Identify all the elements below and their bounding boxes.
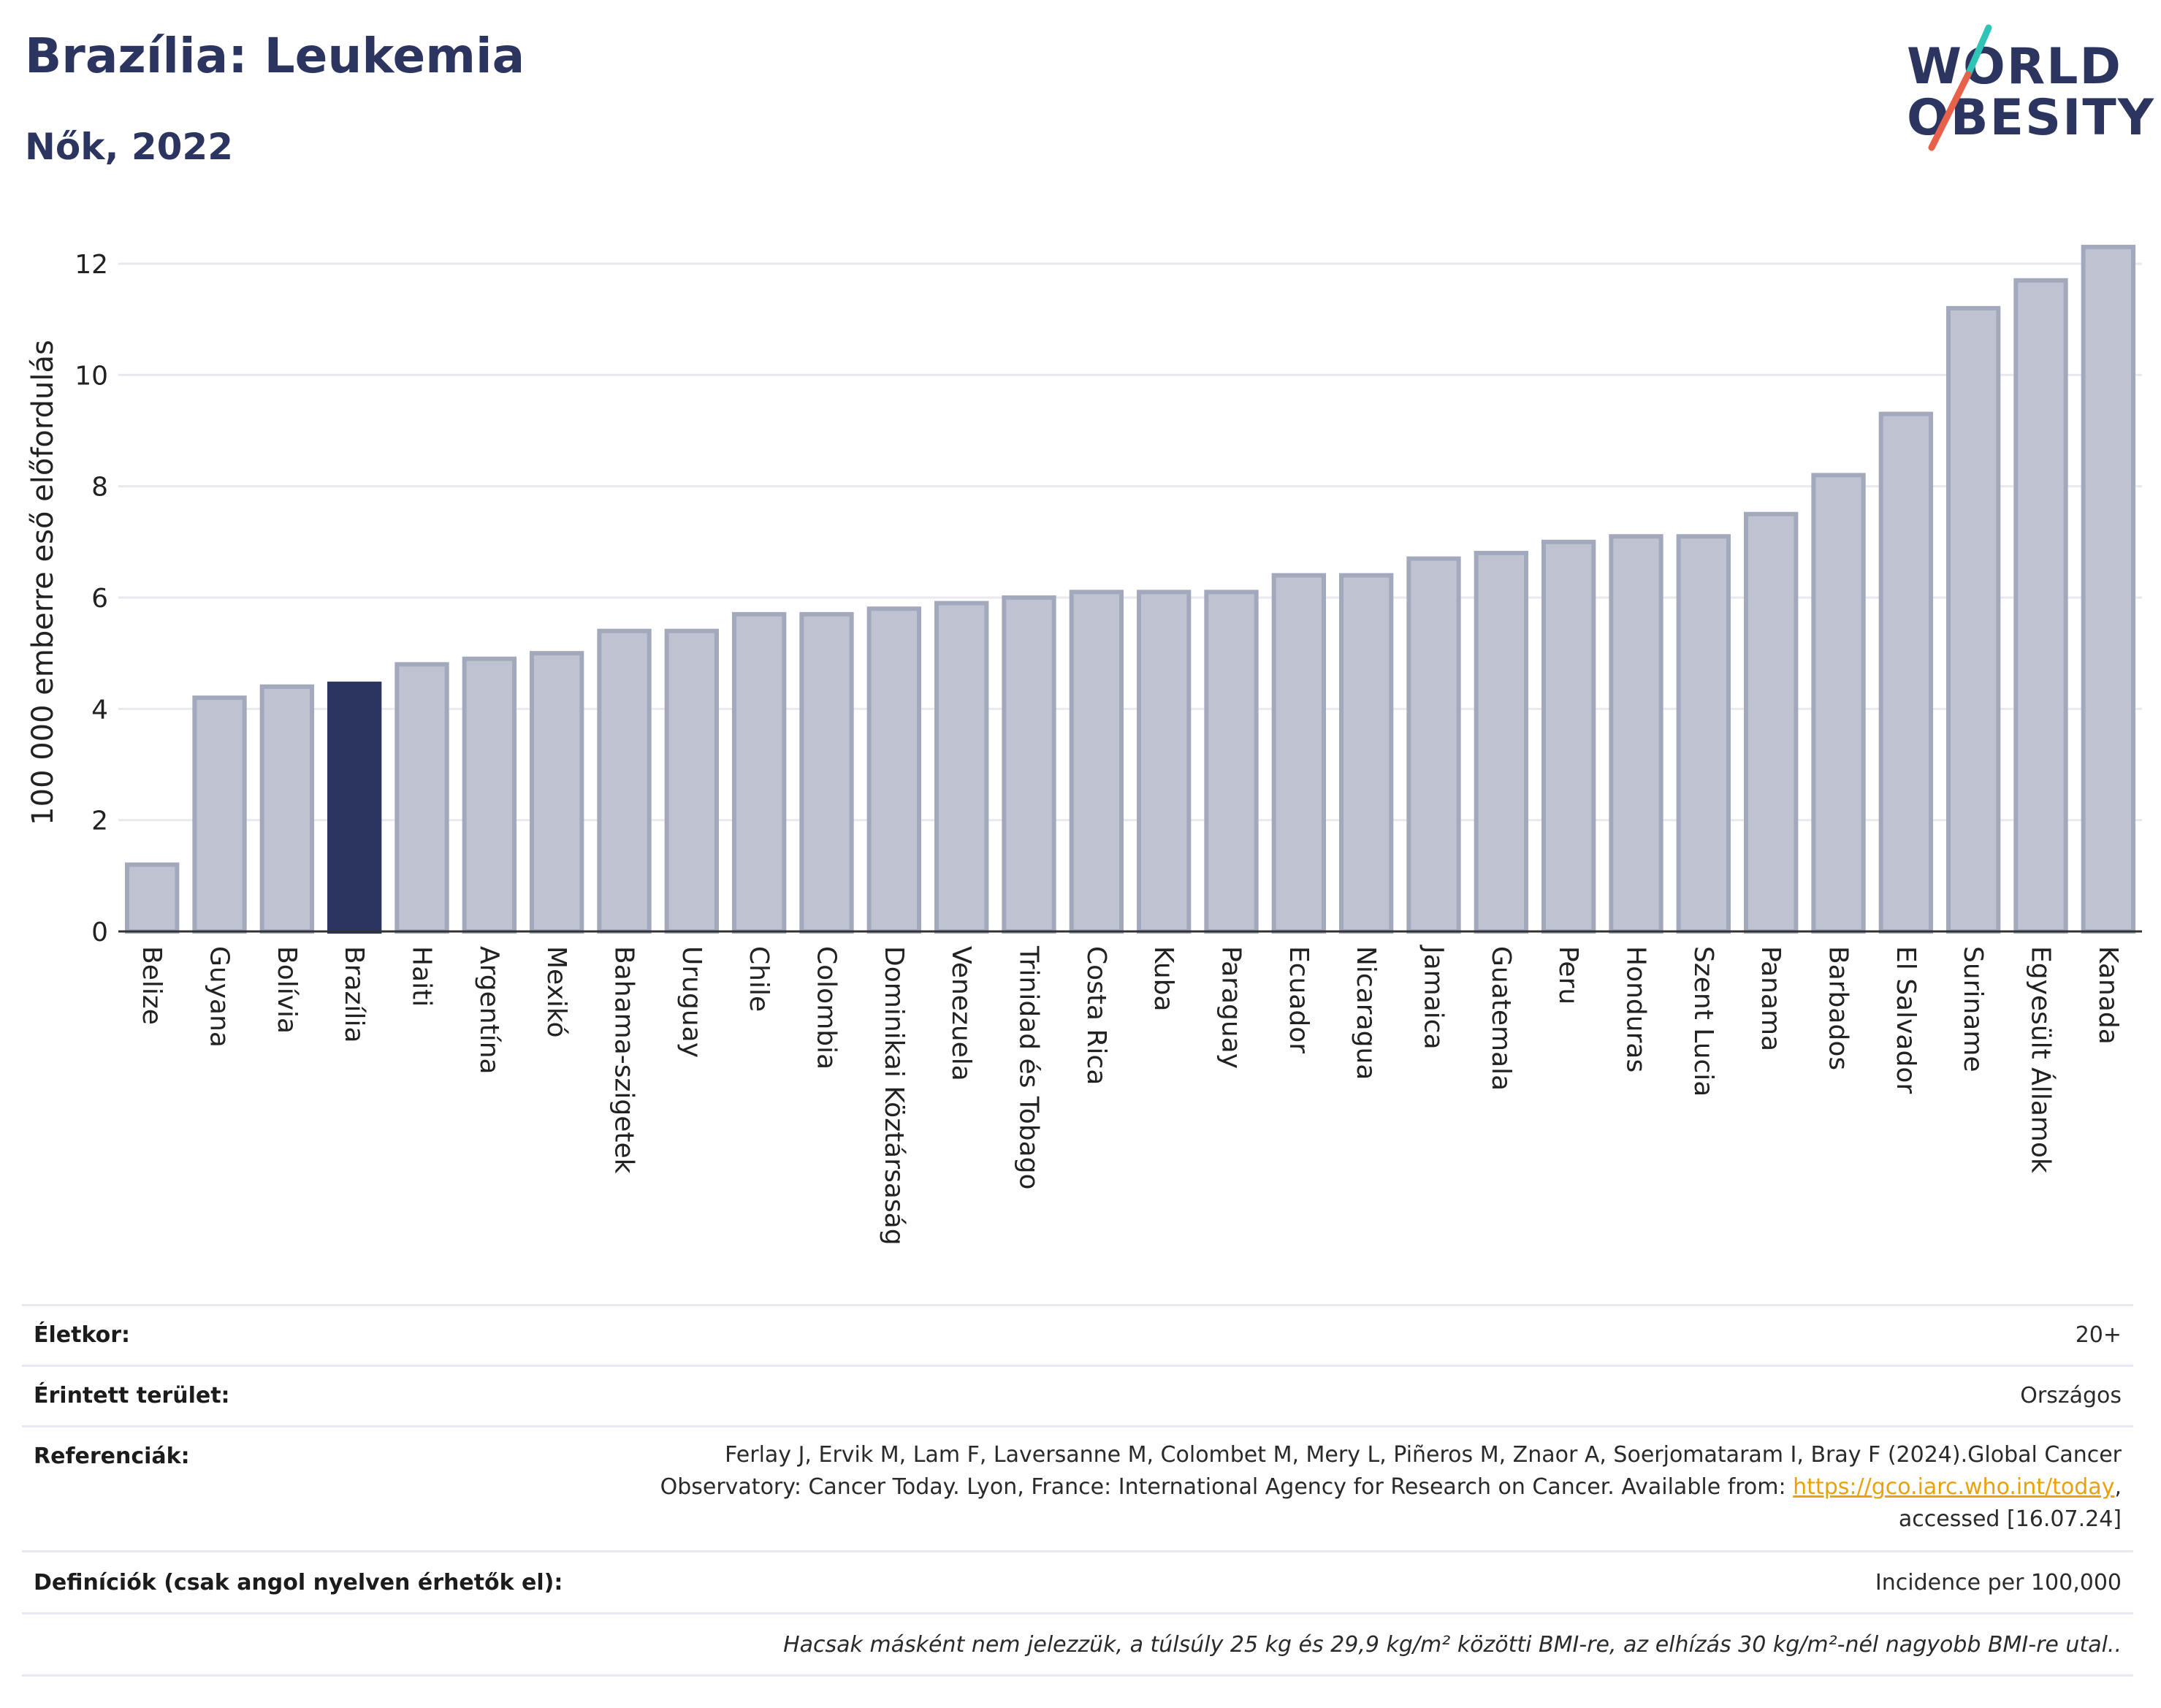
bar [1609, 534, 1663, 934]
x-tick-label: Colombia [812, 946, 842, 1070]
x-tick-label: Ecuador [1284, 946, 1314, 1053]
bar [259, 684, 314, 934]
bar [934, 601, 989, 934]
bar [462, 656, 517, 934]
x-tick-label: Uruguay [676, 946, 706, 1058]
bar [1946, 305, 2001, 934]
y-axis-title: 100 000 emberre eső előfordulás [26, 340, 60, 826]
y-tick-label: 2 [91, 807, 108, 836]
bar [866, 606, 921, 934]
meta-row-area: Érintett terület: Országos [22, 1365, 2133, 1425]
x-tick-label: Honduras [1621, 946, 1651, 1072]
meta-row-note: Hacsak másként nem jelezzük, a túlsúly 2… [22, 1612, 2133, 1677]
logo-line-1: WORLD [1907, 38, 2122, 96]
bar [1339, 573, 1394, 934]
area-value: Országos [2020, 1383, 2122, 1408]
bar [732, 611, 787, 934]
meta-row-age: Életkor: 20+ [22, 1304, 2133, 1365]
x-tick-label: Trinidad és Tobago [1014, 945, 1044, 1190]
definitions-label: Definíciók (csak angol nyelven érhetők e… [34, 1570, 563, 1595]
bar [597, 628, 652, 934]
y-tick-label: 0 [91, 918, 108, 948]
definitions-value: Incidence per 100,000 [1875, 1570, 2122, 1595]
bar [1474, 551, 1528, 934]
x-tick-label: Bolívia [272, 946, 302, 1034]
y-tick-label: 4 [91, 695, 108, 725]
y-tick-label: 6 [91, 584, 108, 614]
reference-link[interactable]: https://gco.iarc.who.int/today [1793, 1474, 2115, 1500]
reference-line-2: Observatory: Cancer Today. Lyon, France:… [660, 1471, 2122, 1503]
x-tick-label: Kanada [2093, 946, 2123, 1045]
metadata-table: Életkor: 20+ Érintett terület: Országos … [22, 1304, 2133, 1677]
x-tick-label: Argentína [474, 946, 504, 1075]
x-tick-label: Egyesült Államok [2026, 946, 2057, 1173]
bar [1676, 534, 1731, 934]
x-tick-label: Haiti [407, 946, 437, 1007]
bar [1204, 590, 1259, 934]
y-tick-label: 10 [75, 361, 108, 391]
bar [1541, 539, 1596, 934]
reference-line-2-end: , [2114, 1474, 2122, 1500]
x-tick-label: Jamaica [1419, 945, 1449, 1050]
world-obesity-logo: WORLD OBESITY [1907, 22, 2154, 153]
x-tick-label: Belize [137, 946, 167, 1025]
references-label: Referenciák: [34, 1444, 190, 1469]
age-value: 20+ [2075, 1322, 2122, 1348]
bar-chart: 0 2 4 6 8 10 12 100 000 emberre eső előfordulás… [26, 245, 2142, 1246]
meta-row-references: Referenciák: Ferlay J, Ervik M, Lam F, L… [22, 1425, 2133, 1550]
bar [327, 682, 382, 934]
x-tick-label: Peru [1553, 946, 1583, 1004]
bar [1811, 473, 1866, 934]
x-tick-label: El Salvador [1891, 946, 1921, 1094]
reference-line-3: accessed [16.07.24] [1898, 1506, 2122, 1532]
note-text: Hacsak másként nem jelezzük, a túlsúly 2… [783, 1632, 2122, 1658]
x-tick-label: Nicaragua [1351, 946, 1381, 1080]
x-tick-label: Suriname [1958, 946, 1988, 1072]
bar [799, 611, 854, 934]
logo-slash-icon [1928, 24, 1992, 151]
x-tick-label: Panama [1756, 946, 1785, 1051]
chart-title: Brazília: Leukemia [25, 28, 525, 84]
bar [1406, 556, 1461, 934]
reference-line-1: Ferlay J, Ervik M, Lam F, Laversanne M, … [725, 1442, 2122, 1468]
bar [1137, 590, 1192, 934]
bar [395, 662, 449, 934]
x-tick-label: Brazília [339, 946, 369, 1043]
x-tick-label: Bahama-szigetek [609, 946, 639, 1174]
meta-row-definitions: Definíciók (csak angol nyelven érhetők e… [22, 1550, 2133, 1612]
x-tick-label: Dominikai Köztársaság [879, 946, 909, 1246]
x-tick-label: Mexikó [541, 946, 571, 1037]
bar [530, 651, 584, 934]
y-tick-label: 12 [75, 250, 108, 280]
x-tick-label: Guyana [205, 946, 235, 1048]
bar [1878, 411, 1933, 934]
bar [1271, 573, 1326, 934]
age-label: Életkor: [34, 1322, 131, 1348]
x-tick-label: Venezuela [946, 946, 976, 1081]
bar [664, 628, 719, 934]
x-tick-label: Costa Rica [1081, 946, 1111, 1085]
bar [1069, 590, 1124, 934]
bar [1744, 511, 1799, 934]
area-label: Érintett terület: [34, 1383, 230, 1408]
chart-subtitle: Nők, 2022 [25, 126, 234, 168]
x-tick-label: Kuba [1148, 946, 1178, 1012]
x-tick-label: Szent Lucia [1688, 946, 1718, 1097]
bar [125, 862, 180, 934]
bar [2013, 278, 2068, 934]
bar [2081, 245, 2135, 934]
x-tick-label: Barbados [1823, 946, 1853, 1070]
x-tick-label: Guatemala [1486, 946, 1516, 1091]
bar [192, 695, 247, 934]
y-tick-label: 8 [91, 473, 108, 503]
reference-line-2-text: Observatory: Cancer Today. Lyon, France:… [660, 1474, 1794, 1500]
x-tick-label: Paraguay [1216, 946, 1246, 1069]
bar [1002, 595, 1056, 934]
references-value: Ferlay J, Ervik M, Lam F, Laversanne M, … [660, 1439, 2122, 1536]
x-tick-label: Chile [744, 946, 774, 1012]
